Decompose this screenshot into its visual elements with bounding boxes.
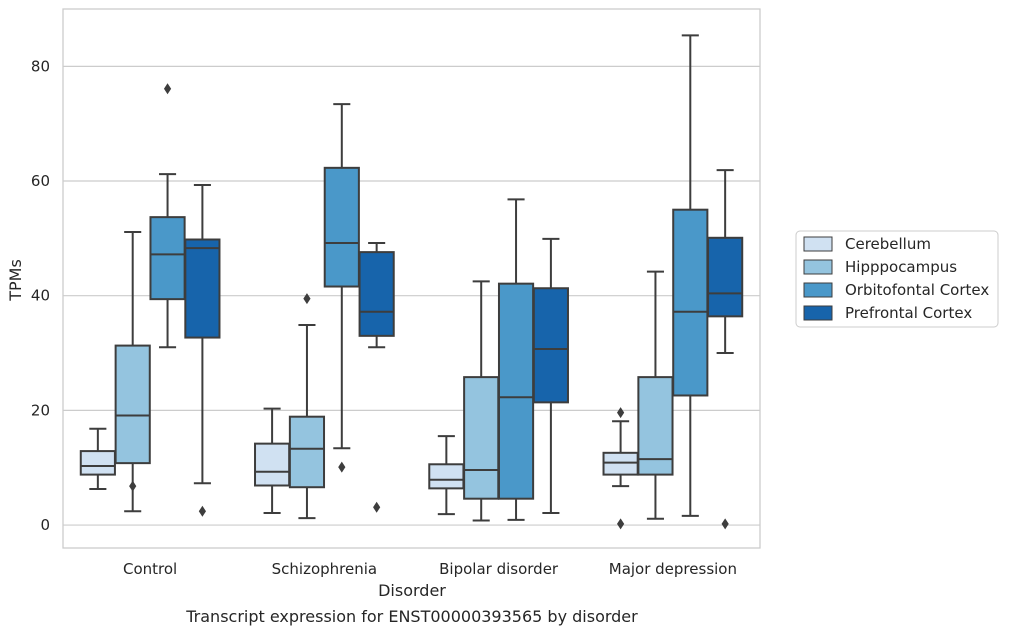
box-1-0 [254,407,291,515]
box-iqr [602,451,639,476]
box-iqr [114,344,151,465]
box-1-3 [358,241,395,513]
legend-swatch [803,282,833,298]
outlier-point [338,461,346,473]
box-0-1 [114,231,151,513]
legend-label: Cerebellum [845,235,931,253]
outlier-point [303,293,311,305]
box-iqr [463,376,500,500]
box-1-1 [288,293,326,520]
box-iqr [288,415,326,489]
outlier-point [721,518,729,530]
y-tick-label: 60 [31,172,50,190]
y-tick-labels: 0 20 40 60 80 [31,57,50,534]
box-2-3 [532,237,569,515]
y-tick-label: 40 [31,287,50,305]
legend-swatch [803,259,833,275]
legend-label: Orbitofontal Cortex [845,281,989,299]
box-iqr [149,216,186,301]
legend-swatch [803,305,833,321]
box-3-0 [602,407,639,530]
box-2-0 [428,435,465,516]
box-3-2 [672,34,709,517]
box-2-1 [463,280,500,522]
box-iqr [254,442,291,487]
y-tick-label: 20 [31,401,50,419]
x-tick-labels: Control Schizophrenia Bipolar disorder Majo… [123,560,737,578]
outlier-point [198,505,206,517]
legend-label: Hipppocampus [845,258,957,276]
box-groups [79,34,744,530]
legend: Cerebellum Hipppocampus Orbitofontal Corte… [795,230,999,328]
x-tick-label: Bipolar disorder [439,560,559,578]
outlier-point [617,407,625,419]
chart-caption: Transcript expression for ENST0000039356… [185,607,638,626]
x-tick-label: Control [123,560,177,578]
y-tick-label: 0 [40,516,50,534]
legend-label: Prefrontal Cortex [845,304,972,322]
box-2-2 [497,198,535,521]
box-iqr [428,463,465,490]
y-tick-label: 80 [31,57,50,75]
box-0-3 [184,184,221,517]
box-1-2 [323,103,360,473]
x-tick-label: Major depression [609,560,737,578]
x-axis-label: Disorder [378,581,446,600]
outlier-point [373,501,381,513]
box-iqr [497,282,535,500]
box-iqr [532,287,569,404]
box-3-3 [707,169,744,530]
legend-frame [795,230,999,328]
box-3-1 [637,270,674,520]
legend-swatch [803,236,833,252]
y-axis-label: TPMs [6,259,25,302]
box-0-2 [149,83,186,349]
outlier-point [129,480,137,492]
box-iqr [323,166,360,288]
box-iqr [184,238,221,339]
outlier-point [163,83,172,95]
box-0-0 [79,427,116,490]
box-iqr [707,236,744,318]
box-iqr [79,450,116,476]
box-iqr [672,208,709,397]
outlier-point [617,518,625,530]
x-tick-label: Schizophrenia [272,560,377,578]
box-iqr [358,251,395,337]
